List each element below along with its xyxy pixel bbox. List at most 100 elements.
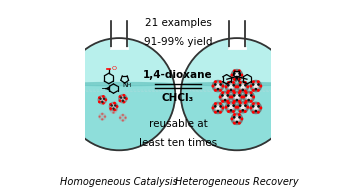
Circle shape	[219, 96, 221, 98]
Circle shape	[181, 38, 293, 150]
Circle shape	[253, 111, 254, 113]
Circle shape	[235, 95, 239, 98]
Circle shape	[105, 99, 106, 101]
Text: H: H	[126, 83, 130, 88]
Circle shape	[230, 110, 232, 111]
Circle shape	[257, 103, 259, 105]
Ellipse shape	[182, 83, 292, 86]
Circle shape	[114, 102, 115, 104]
Circle shape	[225, 86, 227, 88]
Circle shape	[239, 70, 240, 72]
Text: 91-99% yield: 91-99% yield	[144, 37, 212, 47]
Circle shape	[240, 84, 246, 90]
Circle shape	[252, 106, 254, 107]
Circle shape	[255, 88, 257, 90]
Circle shape	[220, 103, 221, 105]
Circle shape	[245, 92, 247, 94]
Circle shape	[225, 101, 237, 113]
Circle shape	[234, 116, 240, 122]
Circle shape	[123, 101, 125, 103]
Circle shape	[239, 122, 240, 124]
Circle shape	[250, 81, 261, 92]
Circle shape	[122, 120, 124, 121]
Circle shape	[240, 104, 246, 110]
Circle shape	[231, 113, 242, 125]
Circle shape	[228, 102, 229, 104]
Ellipse shape	[64, 83, 174, 86]
Circle shape	[241, 96, 243, 98]
Circle shape	[254, 106, 257, 109]
Circle shape	[224, 95, 227, 98]
Circle shape	[245, 95, 247, 96]
Circle shape	[245, 82, 246, 83]
Circle shape	[235, 117, 239, 120]
Circle shape	[212, 102, 224, 114]
Circle shape	[227, 92, 228, 94]
Circle shape	[233, 84, 234, 86]
Circle shape	[103, 96, 104, 97]
Circle shape	[239, 92, 240, 94]
Text: O: O	[112, 66, 117, 71]
Circle shape	[257, 90, 259, 91]
Circle shape	[220, 81, 221, 83]
Circle shape	[258, 106, 259, 107]
Circle shape	[228, 82, 229, 83]
Circle shape	[215, 105, 221, 111]
Circle shape	[250, 85, 252, 87]
Circle shape	[231, 70, 242, 81]
Circle shape	[228, 111, 229, 112]
Circle shape	[102, 113, 103, 115]
Circle shape	[220, 90, 221, 91]
Circle shape	[235, 106, 237, 108]
Circle shape	[247, 86, 248, 88]
Circle shape	[231, 91, 242, 103]
Circle shape	[236, 77, 237, 79]
Circle shape	[236, 99, 237, 101]
Circle shape	[228, 104, 234, 110]
Circle shape	[250, 92, 252, 94]
Circle shape	[212, 81, 224, 92]
Circle shape	[247, 106, 248, 108]
Circle shape	[229, 85, 232, 88]
Circle shape	[103, 102, 104, 104]
Circle shape	[253, 83, 259, 89]
Circle shape	[233, 105, 234, 106]
Circle shape	[222, 107, 224, 109]
Circle shape	[242, 89, 244, 91]
Circle shape	[253, 81, 254, 83]
Circle shape	[228, 90, 229, 92]
Circle shape	[120, 117, 121, 118]
Circle shape	[257, 81, 259, 83]
Circle shape	[228, 84, 234, 90]
Circle shape	[245, 111, 246, 112]
Circle shape	[110, 107, 117, 113]
Circle shape	[233, 90, 234, 92]
Circle shape	[216, 106, 220, 109]
Circle shape	[119, 96, 121, 97]
Circle shape	[110, 109, 111, 111]
Circle shape	[217, 110, 219, 112]
Circle shape	[116, 106, 118, 107]
Circle shape	[234, 101, 235, 102]
Circle shape	[242, 110, 244, 111]
Circle shape	[217, 88, 219, 90]
Circle shape	[241, 74, 243, 76]
Circle shape	[119, 100, 121, 101]
Circle shape	[241, 118, 243, 120]
Circle shape	[233, 102, 234, 104]
Circle shape	[229, 106, 232, 109]
Circle shape	[121, 97, 122, 98]
Circle shape	[225, 106, 227, 108]
Circle shape	[113, 108, 114, 109]
Circle shape	[260, 85, 262, 87]
Circle shape	[125, 117, 126, 118]
Circle shape	[100, 98, 105, 102]
Circle shape	[245, 102, 246, 104]
Circle shape	[255, 110, 257, 112]
Circle shape	[239, 79, 240, 80]
Circle shape	[233, 111, 234, 112]
Circle shape	[240, 111, 241, 112]
Circle shape	[234, 117, 235, 118]
Circle shape	[113, 107, 114, 108]
Circle shape	[215, 84, 216, 85]
